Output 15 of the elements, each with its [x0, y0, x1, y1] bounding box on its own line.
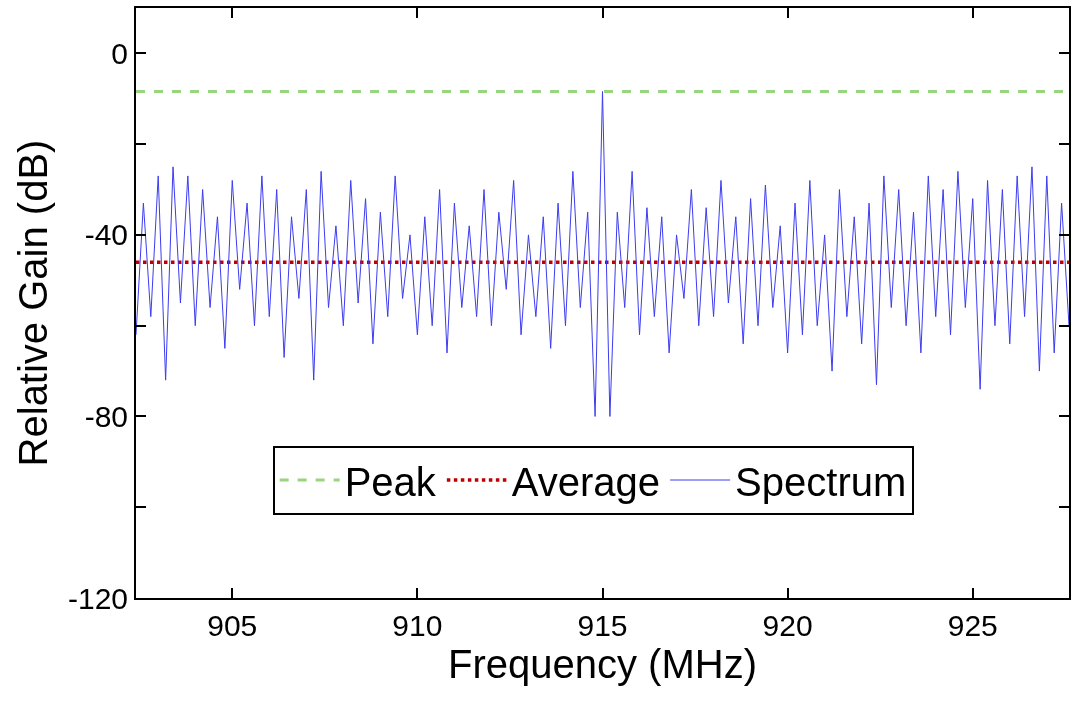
x-tick-label: 905	[207, 609, 258, 642]
x-tick-label: 915	[577, 609, 628, 642]
y-axis-title: Relative Gain (dB)	[10, 139, 55, 467]
y-tick-label: -40	[84, 218, 128, 252]
x-tick-label: 920	[762, 609, 813, 642]
legend-label: Spectrum	[735, 459, 907, 504]
legend-label: Peak	[344, 459, 437, 504]
legend-label: Average	[511, 459, 661, 504]
y-tick-label: 0	[111, 36, 128, 70]
x-tick-label: 925	[947, 609, 998, 642]
x-tick-label: 910	[392, 609, 443, 642]
y-tick-label: -80	[84, 399, 128, 433]
x-axis-title: Frequency (MHz)	[448, 642, 757, 686]
line-series	[136, 91, 1069, 417]
y-tick-label: -120	[67, 581, 128, 615]
